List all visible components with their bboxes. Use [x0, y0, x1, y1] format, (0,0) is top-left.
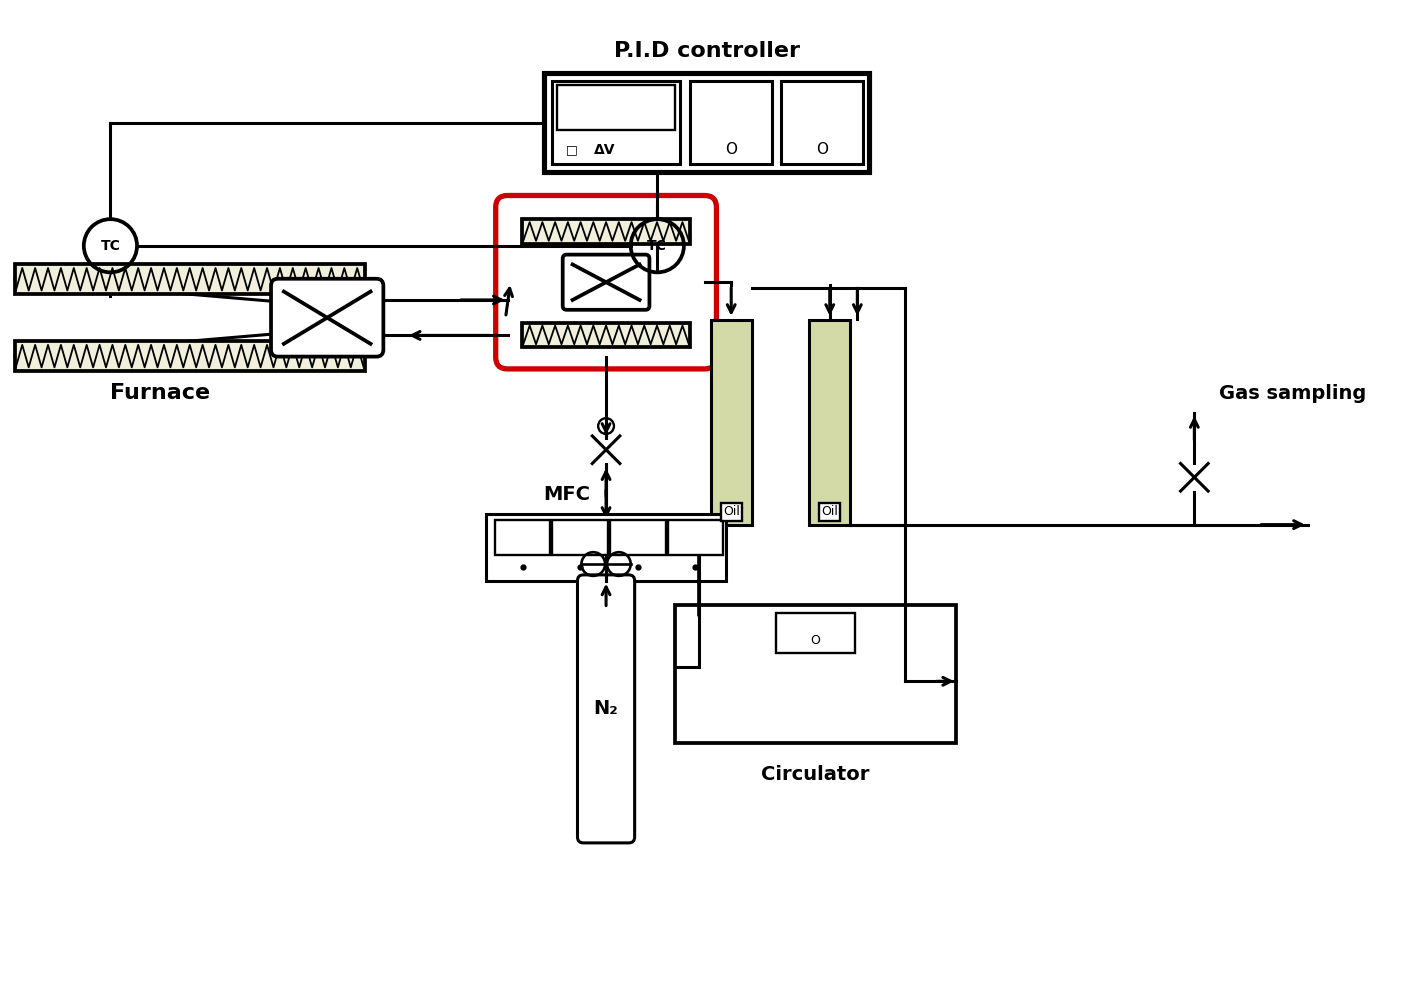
Text: TC: TC [648, 238, 667, 253]
FancyBboxPatch shape [776, 613, 855, 653]
Text: ΔV: ΔV [594, 144, 615, 158]
Text: Gas sampling: Gas sampling [1219, 384, 1366, 403]
FancyBboxPatch shape [577, 575, 635, 842]
FancyBboxPatch shape [781, 81, 863, 164]
FancyBboxPatch shape [522, 323, 690, 347]
FancyBboxPatch shape [563, 254, 649, 310]
FancyBboxPatch shape [486, 513, 727, 581]
FancyBboxPatch shape [711, 320, 752, 524]
FancyBboxPatch shape [543, 74, 869, 171]
FancyBboxPatch shape [610, 519, 666, 555]
FancyBboxPatch shape [15, 264, 365, 294]
Text: TC: TC [100, 238, 120, 253]
FancyBboxPatch shape [270, 279, 383, 357]
Text: Circulator: Circulator [762, 765, 870, 784]
Text: P.I.D controller: P.I.D controller [614, 42, 800, 62]
FancyBboxPatch shape [810, 320, 850, 524]
FancyBboxPatch shape [556, 85, 674, 131]
FancyBboxPatch shape [690, 81, 772, 164]
FancyBboxPatch shape [15, 341, 365, 371]
FancyBboxPatch shape [667, 519, 724, 555]
FancyBboxPatch shape [552, 81, 680, 164]
Text: Oil: Oil [821, 505, 838, 518]
FancyBboxPatch shape [496, 195, 717, 369]
FancyBboxPatch shape [552, 519, 608, 555]
FancyBboxPatch shape [522, 219, 690, 244]
Text: N₂: N₂ [594, 699, 618, 719]
Text: Furnace: Furnace [110, 383, 210, 403]
Text: MFC: MFC [543, 485, 590, 503]
Text: □: □ [566, 144, 577, 157]
Text: O: O [817, 142, 828, 157]
FancyBboxPatch shape [494, 519, 551, 555]
Text: Oil: Oil [722, 505, 739, 518]
FancyBboxPatch shape [674, 605, 956, 744]
Text: O: O [811, 634, 821, 647]
Text: O: O [725, 142, 736, 157]
